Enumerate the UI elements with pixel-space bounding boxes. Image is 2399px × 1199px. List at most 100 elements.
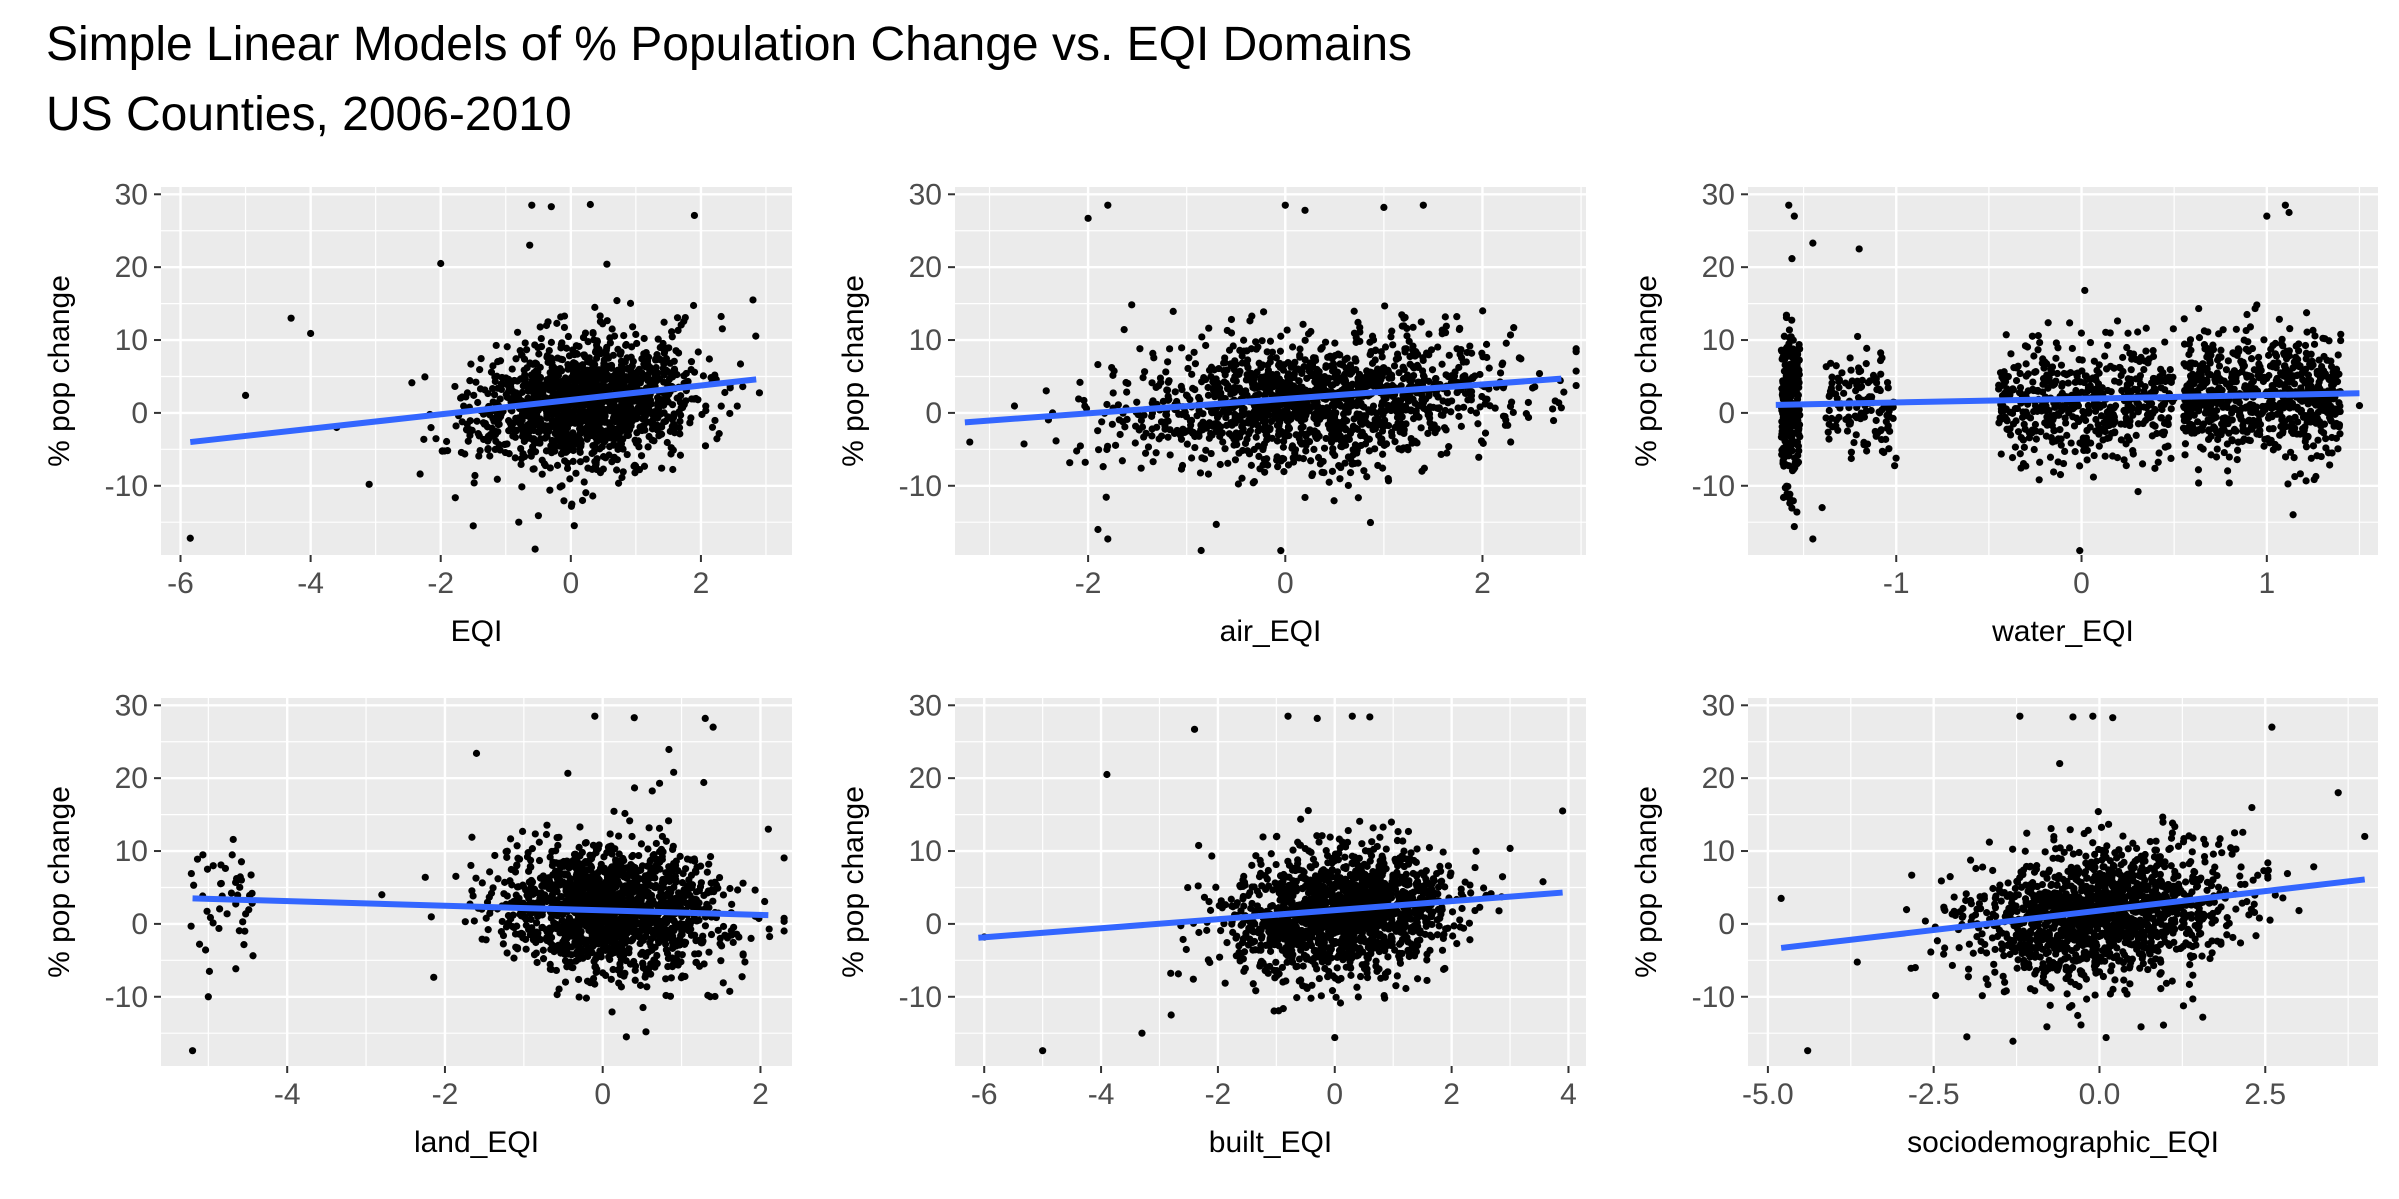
data-point: [2095, 369, 2103, 377]
data-point: [2237, 415, 2245, 423]
data-point: [682, 369, 690, 378]
data-point: [609, 414, 618, 422]
data-point: [2036, 458, 2044, 466]
data-point: [2118, 387, 2126, 395]
data-point: [624, 423, 632, 431]
data-point: [2334, 351, 2342, 359]
data-point: [1395, 424, 1403, 433]
data-point: [1445, 443, 1453, 451]
regression-line: [189, 376, 757, 446]
data-point: [575, 342, 583, 351]
data-point: [2222, 380, 2231, 388]
data-point: [622, 341, 630, 349]
data-point: [1191, 360, 1200, 368]
data-point: [632, 415, 641, 423]
data-point: [1825, 435, 1833, 443]
data-point: [610, 332, 619, 340]
data-point: [2034, 332, 2042, 340]
data-point: [689, 301, 698, 310]
data-point: [635, 399, 643, 407]
data-point: [1285, 431, 1293, 440]
data-point: [534, 405, 542, 413]
data-point: [1394, 354, 1403, 362]
data-point: [1228, 421, 1236, 429]
data-point: [476, 366, 484, 374]
data-point: [643, 357, 652, 365]
data-point: [1499, 359, 1507, 367]
data-point: [1104, 201, 1112, 209]
data-point: [1252, 433, 1260, 441]
data-point: [2247, 355, 2256, 363]
data-point: [420, 435, 428, 443]
data-point: [2265, 371, 2273, 380]
data-point: [463, 420, 471, 428]
data-point: [1352, 334, 1360, 342]
data-point: [600, 438, 608, 446]
data-point: [1995, 381, 2003, 389]
data-point: [681, 313, 689, 322]
data-point: [2293, 371, 2301, 380]
x-axis-title: air_EQI: [1220, 615, 1322, 648]
data-point: [640, 462, 649, 470]
data-point: [631, 436, 639, 444]
data-point: [287, 314, 295, 322]
data-point: [2219, 425, 2227, 433]
data-point: [1103, 445, 1111, 454]
data-point: [2136, 372, 2144, 380]
data-point: [1310, 445, 1318, 454]
data-point: [1215, 364, 1223, 373]
data-point: [676, 451, 685, 459]
data-point: [1847, 454, 1855, 463]
data-point: [1275, 420, 1283, 428]
data-point: [752, 332, 760, 340]
data-point: [2185, 403, 2193, 411]
data-point: [2117, 420, 2125, 428]
data-point: [2190, 427, 2198, 435]
data-point: [1459, 403, 1468, 411]
data-point: [2299, 367, 2307, 376]
data-point: [578, 400, 586, 408]
data-point: [2134, 328, 2142, 336]
data-point: [1196, 469, 1205, 477]
data-point: [2024, 370, 2032, 378]
data-point: [1276, 347, 1285, 355]
data-point: [2309, 442, 2318, 450]
data-point: [1227, 315, 1236, 324]
data-point: [1809, 535, 1817, 543]
data-point: [2228, 370, 2236, 378]
data-point: [2009, 420, 2018, 428]
data-point: [575, 435, 583, 443]
data-point: [1515, 354, 1523, 362]
data-point: [519, 452, 528, 460]
data-point: [1150, 354, 1158, 362]
data-point: [2303, 328, 2311, 336]
data-point: [1448, 397, 1456, 405]
data-point: [501, 448, 509, 457]
data-point: [1377, 348, 1385, 356]
data-point: [1790, 212, 1798, 220]
data-point: [2281, 382, 2289, 391]
data-point: [1200, 373, 1208, 382]
data-point: [1828, 373, 1836, 381]
data-point: [1208, 431, 1216, 439]
data-point: [1375, 431, 1383, 440]
data-point: [1246, 317, 1254, 325]
data-point: [2302, 443, 2311, 451]
data-point: [1140, 433, 1148, 441]
data-point: [1157, 418, 1166, 426]
data-point: [2029, 378, 2037, 386]
data-point: [534, 512, 542, 520]
y-tick-label: -10: [899, 470, 942, 503]
data-point: [2290, 403, 2298, 411]
data-point: [604, 354, 613, 362]
data-point: [1850, 438, 1858, 447]
data-point: [517, 421, 525, 429]
data-point: [1131, 439, 1139, 447]
data-point: [487, 368, 496, 376]
data-point: [2301, 341, 2310, 350]
data-point: [500, 440, 509, 449]
data-point: [1409, 342, 1417, 350]
data-point: [1877, 370, 1885, 378]
data-point: [2142, 347, 2150, 355]
data-point: [1274, 431, 1283, 439]
